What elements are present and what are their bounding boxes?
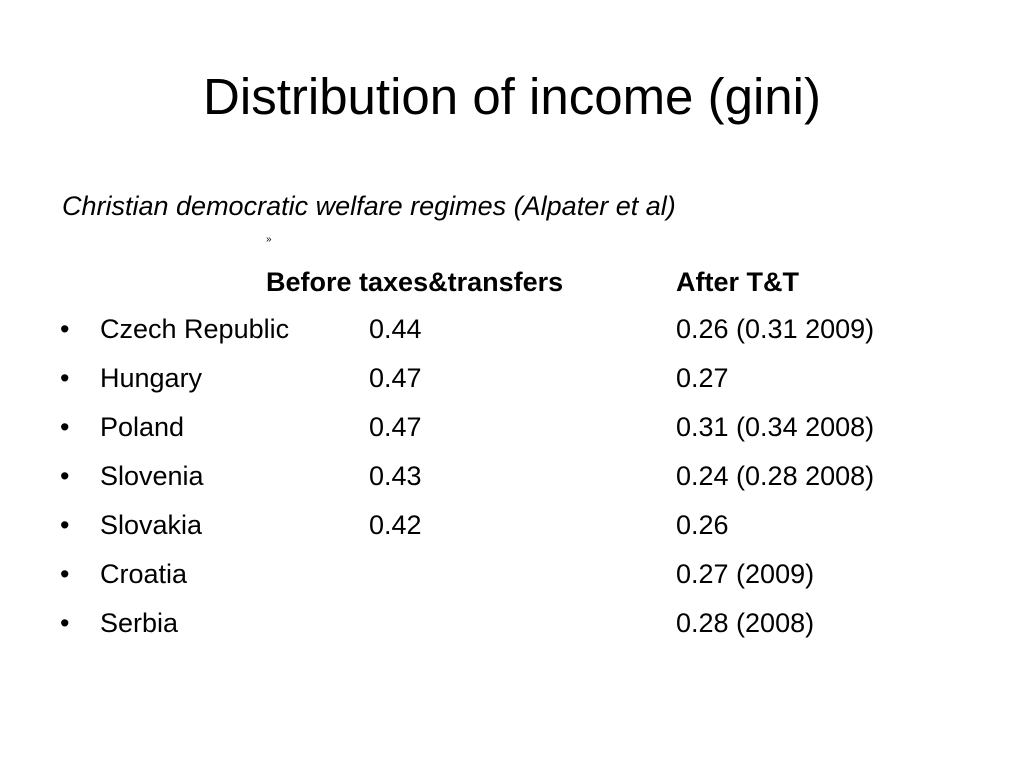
- bullet-icon: •: [60, 314, 70, 344]
- list-item-slovenia: • Slovenia 0.43 0.24 (0.28 2008): [0, 456, 1024, 505]
- gini-before: 0.44: [369, 314, 422, 344]
- list-item-slovakia: • Slovakia 0.42 0.26: [0, 505, 1024, 554]
- slide-subtitle: Christian democratic welfare regimes (Al…: [62, 191, 676, 221]
- list-item-hungary: • Hungary 0.47 0.27: [0, 358, 1024, 407]
- gini-after: 0.27 (2009): [676, 559, 815, 589]
- gini-before: 0.42: [369, 510, 422, 540]
- gini-after: 0.24 (0.28 2008): [676, 461, 875, 491]
- country-name: Serbia: [100, 608, 179, 638]
- gini-after: 0.28 (2008): [676, 608, 815, 638]
- bullet-icon: •: [60, 510, 70, 540]
- list-item-serbia: • Serbia 0.28 (2008): [0, 603, 1024, 652]
- slide-title: Distribution of income (gini): [203, 68, 821, 125]
- list-item-poland: • Poland 0.47 0.31 (0.34 2008): [0, 407, 1024, 456]
- country-name: Czech Republic: [100, 314, 290, 344]
- bullet-icon: •: [60, 461, 70, 491]
- bullet-icon: •: [60, 559, 70, 589]
- bullet-icon: •: [60, 412, 70, 442]
- country-name: Hungary: [100, 363, 203, 393]
- gini-after: 0.31 (0.34 2008): [676, 412, 875, 442]
- country-name: Poland: [100, 412, 185, 442]
- country-name: Croatia: [100, 559, 188, 589]
- gini-before: 0.43: [369, 461, 422, 491]
- country-name: Slovakia: [100, 510, 203, 540]
- header-before-taxes: Before taxes&transfers: [266, 267, 564, 297]
- country-name: Slovenia: [100, 461, 204, 491]
- gini-after: 0.27: [676, 363, 729, 393]
- bullet-icon: •: [60, 363, 70, 393]
- gini-before: 0.47: [369, 363, 422, 393]
- gini-before: 0.47: [369, 412, 422, 442]
- gini-after: 0.26: [676, 510, 729, 540]
- column-header-row: Before taxes&transfers After T&T: [0, 262, 1024, 302]
- header-after-taxes: After T&T: [676, 267, 799, 297]
- gini-after: 0.26 (0.31 2009): [676, 314, 875, 344]
- list-item-croatia: • Croatia 0.27 (2009): [0, 554, 1024, 603]
- country-list: • Czech Republic 0.44 0.26 (0.31 2009) •…: [0, 309, 1024, 652]
- list-item-czech-republic: • Czech Republic 0.44 0.26 (0.31 2009): [0, 309, 1024, 358]
- bullet-icon: •: [60, 608, 70, 638]
- level-marker: »: [266, 234, 272, 245]
